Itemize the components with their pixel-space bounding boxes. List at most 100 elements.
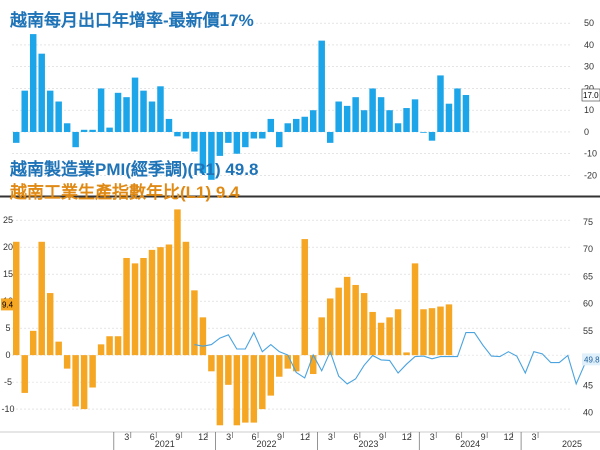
industrial-bar xyxy=(343,276,351,356)
x-month-label: 3 xyxy=(430,432,435,442)
x-month-label: 12 xyxy=(198,432,208,442)
export-last-badge xyxy=(581,88,600,102)
x-month-label: 3 xyxy=(226,432,231,442)
industrial-bar xyxy=(114,336,122,356)
industrial-bar xyxy=(369,311,376,356)
industrial-bar xyxy=(276,355,283,377)
industrial-bar xyxy=(309,355,317,375)
export-y-tick: 0 xyxy=(584,127,589,137)
export-bar xyxy=(360,110,368,132)
industrial-bar xyxy=(72,355,79,407)
pmi-y-tick: 55 xyxy=(583,326,593,336)
industrial-bar xyxy=(335,287,342,356)
export-bar xyxy=(369,88,376,132)
export-bar xyxy=(259,131,266,139)
industrial-bar xyxy=(106,336,113,356)
export-bar xyxy=(293,118,300,132)
industrial-bar xyxy=(148,249,156,356)
industrial-bar xyxy=(157,247,164,356)
industrial-last-value-label: 9.4 xyxy=(2,300,14,309)
industrial-bar xyxy=(250,355,258,423)
industrial-bar xyxy=(174,209,181,356)
export-bar xyxy=(445,103,453,132)
export-chart-title: 越南每月出口年增率-最新價17% xyxy=(10,11,254,30)
pmi-series-title: 越南製造業PMI(經季調)(R1) 49.8 xyxy=(10,160,259,179)
industrial-bar xyxy=(420,309,427,356)
export-bar xyxy=(284,123,291,132)
industrial-y-tick: 5 xyxy=(5,323,10,333)
pmi-last-value-label: 49.8 xyxy=(584,355,600,364)
x-year-label: 2021 xyxy=(155,439,175,449)
industrial-bar xyxy=(360,293,368,356)
export-bar xyxy=(318,40,325,132)
export-bar xyxy=(420,131,427,133)
pmi-last-badge xyxy=(582,353,600,366)
industrial-bar xyxy=(46,293,54,356)
x-month-label: 12 xyxy=(402,432,412,442)
export-y-tick: -10 xyxy=(584,149,597,159)
industrial-bar xyxy=(428,308,436,356)
export-bar xyxy=(55,101,62,132)
export-bar xyxy=(352,97,359,132)
export-y-tick: 10 xyxy=(584,105,594,115)
industrial-bar xyxy=(394,309,402,356)
export-last-value-label: 17.0 xyxy=(583,91,599,100)
industrial-bar xyxy=(63,355,71,369)
industrial-bar xyxy=(242,355,249,423)
x-year-label: 2023 xyxy=(358,439,378,449)
industrial-bar xyxy=(352,284,359,356)
industrial-bar xyxy=(267,355,275,396)
industrial-bar xyxy=(80,355,88,410)
industrial-bar xyxy=(165,244,173,356)
x-year-label: 2025 xyxy=(562,439,582,449)
export-bar xyxy=(335,101,342,132)
export-bar xyxy=(38,53,45,132)
industrial-bar xyxy=(131,263,139,356)
industrial-y-tick: 25 xyxy=(3,215,13,225)
export-y-tick: 30 xyxy=(584,62,594,72)
export-bar xyxy=(233,131,241,154)
export-bar xyxy=(191,131,198,152)
pmi-y-tick: 70 xyxy=(583,244,593,254)
export-y-tick: -20 xyxy=(584,170,597,180)
export-bar xyxy=(225,131,232,143)
industrial-bar xyxy=(411,263,419,356)
export-bar xyxy=(72,131,79,148)
pmi-y-tick: 75 xyxy=(583,217,593,227)
industrial-bar xyxy=(403,352,410,356)
export-bar xyxy=(174,131,181,137)
export-bar xyxy=(80,129,88,132)
export-bar xyxy=(343,105,351,132)
export-bar xyxy=(403,108,410,132)
pmi-line xyxy=(194,331,594,386)
industrial-bar xyxy=(140,257,147,356)
x-month-label: 12 xyxy=(300,432,310,442)
industrial-bar xyxy=(301,239,308,356)
pmi-y-tick: 60 xyxy=(583,299,593,309)
export-bar xyxy=(114,92,122,132)
industrial-bar xyxy=(326,298,334,356)
industrial-bar xyxy=(233,355,241,426)
industrial-y-tick: 0 xyxy=(5,350,10,360)
pmi-y-tick: 40 xyxy=(583,408,593,418)
x-month-label: 6 xyxy=(455,432,460,442)
export-bar xyxy=(89,129,96,132)
industrial-y-tick: 15 xyxy=(3,269,13,279)
export-y-tick: 40 xyxy=(584,40,594,50)
industrial-bar xyxy=(216,355,224,426)
industrial-bar xyxy=(21,355,28,393)
industrial-bar xyxy=(97,344,105,356)
export-bar xyxy=(411,99,419,132)
x-month-label: 6 xyxy=(353,432,358,442)
industrial-bar xyxy=(182,241,190,356)
pmi-y-tick: 45 xyxy=(583,380,593,390)
industrial-y-tick: 20 xyxy=(3,242,13,252)
x-month-label: 3 xyxy=(124,432,129,442)
export-bar xyxy=(140,90,147,132)
x-month-label: 9 xyxy=(277,432,282,442)
industrial-bar xyxy=(259,355,266,410)
export-bar xyxy=(216,131,224,156)
export-bar xyxy=(437,75,444,132)
export-bar xyxy=(123,97,130,132)
industrial-bar xyxy=(123,257,130,356)
